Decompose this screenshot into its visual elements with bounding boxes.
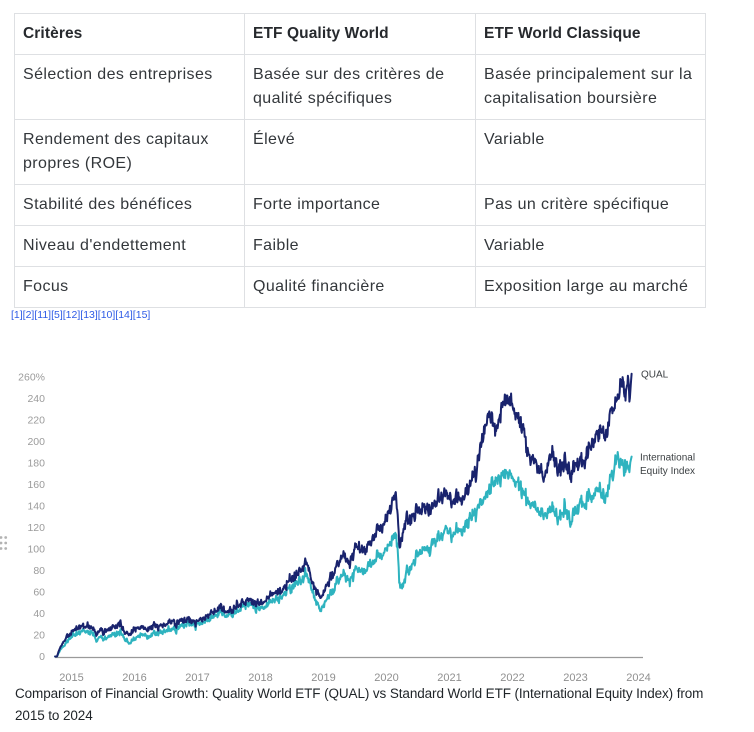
svg-text:2024: 2024 bbox=[626, 672, 650, 684]
svg-text:220: 220 bbox=[27, 414, 45, 426]
svg-text:2016: 2016 bbox=[122, 672, 146, 684]
svg-text:International: International bbox=[640, 453, 695, 464]
svg-text:20: 20 bbox=[33, 629, 45, 641]
svg-text:260%: 260% bbox=[18, 371, 45, 383]
svg-text:2022: 2022 bbox=[500, 672, 524, 684]
svg-text:120: 120 bbox=[27, 522, 45, 534]
svg-text:40: 40 bbox=[33, 608, 45, 620]
svg-text:QUAL: QUAL bbox=[641, 370, 669, 381]
svg-text:2015: 2015 bbox=[59, 672, 83, 684]
svg-text:2023: 2023 bbox=[563, 672, 587, 684]
svg-text:Equity Index: Equity Index bbox=[640, 466, 695, 477]
svg-text:60: 60 bbox=[33, 586, 45, 598]
svg-text:240: 240 bbox=[27, 393, 45, 405]
svg-text:80: 80 bbox=[33, 565, 45, 577]
svg-text:2019: 2019 bbox=[311, 672, 335, 684]
svg-text:180: 180 bbox=[27, 457, 45, 469]
svg-text:140: 140 bbox=[27, 500, 45, 512]
svg-text:0: 0 bbox=[39, 651, 45, 663]
svg-text:2021: 2021 bbox=[437, 672, 461, 684]
svg-text:200: 200 bbox=[27, 436, 45, 448]
svg-text:2017: 2017 bbox=[185, 672, 209, 684]
svg-text:2018: 2018 bbox=[248, 672, 272, 684]
svg-text:160: 160 bbox=[27, 479, 45, 491]
svg-text:100: 100 bbox=[27, 543, 45, 555]
svg-text:2020: 2020 bbox=[374, 672, 398, 684]
